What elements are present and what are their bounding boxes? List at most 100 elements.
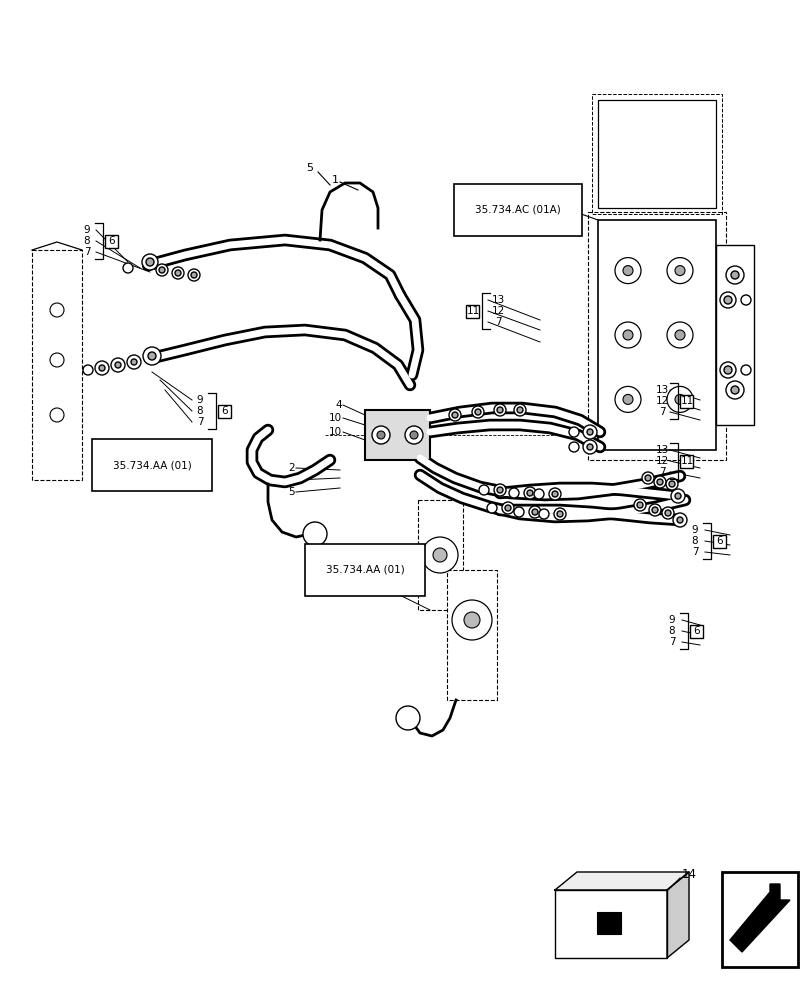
Text: 11: 11 xyxy=(466,306,479,316)
Text: 7: 7 xyxy=(658,407,664,417)
Circle shape xyxy=(648,504,660,516)
Circle shape xyxy=(672,513,686,527)
Text: 11: 11 xyxy=(680,396,693,406)
Text: 13: 13 xyxy=(491,295,504,305)
Circle shape xyxy=(569,442,578,452)
Circle shape xyxy=(670,489,684,503)
Circle shape xyxy=(668,481,674,487)
Text: 8: 8 xyxy=(691,536,697,546)
Text: 7: 7 xyxy=(196,417,203,427)
Circle shape xyxy=(614,322,640,348)
Circle shape xyxy=(534,489,543,499)
Circle shape xyxy=(148,352,156,360)
Circle shape xyxy=(614,258,640,284)
Polygon shape xyxy=(729,884,789,952)
Circle shape xyxy=(719,292,735,308)
Circle shape xyxy=(633,499,646,511)
Text: 9: 9 xyxy=(668,615,675,625)
Circle shape xyxy=(723,296,731,304)
Text: 35.734.AA (01): 35.734.AA (01) xyxy=(113,460,191,470)
Text: 7: 7 xyxy=(84,247,90,257)
FancyBboxPatch shape xyxy=(680,394,693,408)
Circle shape xyxy=(513,507,523,517)
FancyBboxPatch shape xyxy=(105,234,118,247)
Text: 10: 10 xyxy=(328,427,341,437)
Circle shape xyxy=(146,258,154,266)
Circle shape xyxy=(740,295,750,305)
Circle shape xyxy=(725,266,743,284)
Circle shape xyxy=(719,362,735,378)
Circle shape xyxy=(665,478,677,490)
Circle shape xyxy=(159,267,165,273)
Circle shape xyxy=(463,612,479,628)
Text: 6: 6 xyxy=(221,406,228,416)
Bar xyxy=(597,220,715,450)
Bar xyxy=(587,212,725,460)
Circle shape xyxy=(493,404,505,416)
Circle shape xyxy=(478,485,488,495)
Text: 7: 7 xyxy=(691,547,697,557)
Circle shape xyxy=(517,407,522,413)
Text: 6: 6 xyxy=(109,236,115,246)
Bar xyxy=(596,912,620,934)
Text: 8: 8 xyxy=(84,236,90,246)
Circle shape xyxy=(661,507,673,519)
Circle shape xyxy=(115,362,121,368)
Circle shape xyxy=(111,358,125,372)
Circle shape xyxy=(569,427,578,437)
Text: 5: 5 xyxy=(288,487,294,497)
Circle shape xyxy=(674,394,684,404)
Text: 6: 6 xyxy=(693,626,699,636)
Circle shape xyxy=(376,431,384,439)
Bar xyxy=(721,872,797,967)
Circle shape xyxy=(496,487,502,493)
Circle shape xyxy=(644,475,650,481)
Circle shape xyxy=(651,507,657,513)
Circle shape xyxy=(674,493,680,499)
Text: 9: 9 xyxy=(84,225,90,235)
Circle shape xyxy=(50,303,64,317)
Circle shape xyxy=(653,476,665,488)
Circle shape xyxy=(586,444,592,450)
Circle shape xyxy=(582,425,596,439)
Circle shape xyxy=(526,490,532,496)
Circle shape xyxy=(303,522,327,546)
FancyBboxPatch shape xyxy=(680,454,693,468)
Bar xyxy=(446,570,496,700)
Text: 11: 11 xyxy=(680,456,693,466)
Text: 13: 13 xyxy=(654,385,667,395)
Circle shape xyxy=(504,505,510,511)
Circle shape xyxy=(175,270,181,276)
Circle shape xyxy=(676,517,682,523)
FancyBboxPatch shape xyxy=(689,624,702,638)
Circle shape xyxy=(531,509,538,515)
Circle shape xyxy=(452,412,457,418)
Circle shape xyxy=(539,509,548,519)
Circle shape xyxy=(674,330,684,340)
Text: 9: 9 xyxy=(196,395,203,405)
Circle shape xyxy=(674,266,684,276)
Text: 2: 2 xyxy=(288,463,294,473)
Circle shape xyxy=(493,484,505,496)
Bar xyxy=(365,410,430,460)
Text: 12: 12 xyxy=(491,306,504,316)
Bar xyxy=(554,890,666,958)
Circle shape xyxy=(636,502,642,508)
Circle shape xyxy=(740,365,750,375)
Circle shape xyxy=(666,258,692,284)
Circle shape xyxy=(487,503,496,513)
Circle shape xyxy=(432,548,446,562)
Circle shape xyxy=(656,479,663,485)
Circle shape xyxy=(422,537,457,573)
Circle shape xyxy=(508,488,518,498)
Circle shape xyxy=(371,426,389,444)
Circle shape xyxy=(730,271,738,279)
Circle shape xyxy=(666,386,692,412)
Text: 35.734.AC (01A): 35.734.AC (01A) xyxy=(474,205,560,215)
Circle shape xyxy=(50,353,64,367)
Circle shape xyxy=(513,404,526,416)
Text: 7: 7 xyxy=(658,467,664,477)
Circle shape xyxy=(553,508,565,520)
Text: 8: 8 xyxy=(196,406,203,416)
Circle shape xyxy=(191,272,197,278)
